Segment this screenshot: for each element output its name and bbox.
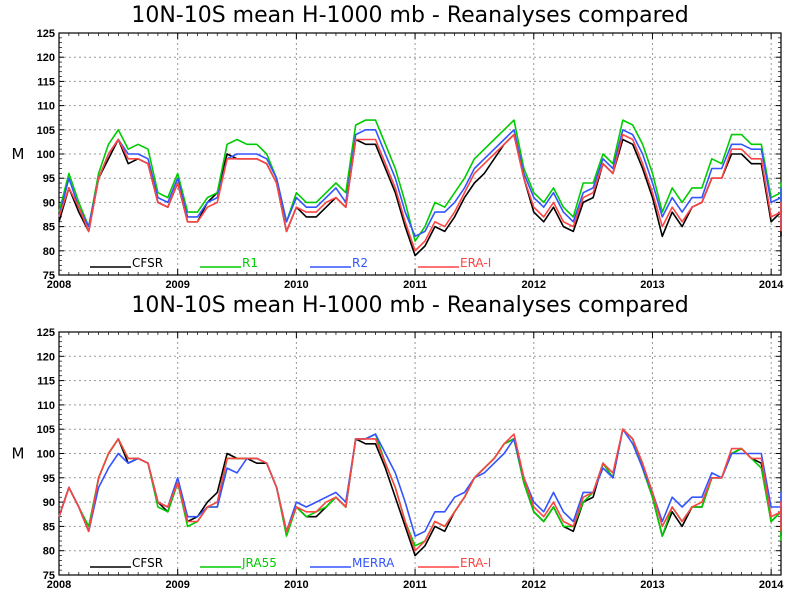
x-tick-label: 2010 — [284, 279, 308, 291]
y-tick-label: 120 — [37, 52, 55, 64]
chart-title: 10N-10S mean H-1000 mb - Reanalyses comp… — [131, 3, 688, 28]
series-line-merra — [58, 428, 782, 537]
legend-label: ERA-I — [460, 556, 491, 570]
y-tick-label: 125 — [37, 327, 55, 339]
y-tick-label: 90 — [43, 197, 55, 209]
legend-item: ERA-I — [418, 256, 491, 270]
grid — [59, 332, 781, 575]
legend-item: ERA-I — [418, 556, 491, 570]
legend-item: R2 — [310, 256, 368, 270]
y-tick-label: 95 — [43, 173, 55, 185]
x-tick-label: 2013 — [640, 579, 664, 591]
series-line-era-i — [58, 428, 782, 552]
x-tick-label: 2008 — [47, 579, 71, 591]
x-tick-label: 2009 — [165, 279, 189, 291]
x-tick-label: 2012 — [522, 279, 546, 291]
chart-panel-1: 10N-10S mean H-1000 mb - Reanalyses comp… — [12, 3, 785, 291]
y-tick-label: 75 — [43, 570, 55, 582]
y-tick-label: 105 — [37, 424, 55, 436]
y-tick-label: 110 — [37, 101, 55, 113]
y-tick-label: 90 — [43, 497, 55, 509]
y-axis-label: M — [12, 145, 25, 163]
legend-label: CFSR — [132, 556, 163, 570]
legend-item: MERRA — [310, 556, 395, 570]
chart-title: 10N-10S mean H-1000 mb - Reanalyses comp… — [131, 293, 688, 318]
legend-label: MERRA — [352, 556, 395, 570]
legend-label: R2 — [352, 256, 368, 270]
x-tick-label: 2008 — [47, 279, 71, 291]
x-tick-label: 2011 — [403, 579, 427, 591]
y-tick-label: 80 — [43, 246, 55, 258]
legend-item: JRA55 — [200, 556, 277, 570]
legend-label: JRA55 — [241, 556, 277, 570]
y-tick-label: 75 — [43, 270, 55, 282]
series-line-cfsr — [58, 428, 782, 557]
legend-label: ERA-I — [460, 256, 491, 270]
series-line-era-i — [58, 133, 782, 252]
series-line-r1 — [58, 119, 782, 242]
series-line-cfsr — [58, 133, 782, 257]
y-tick-label: 80 — [43, 546, 55, 558]
x-tick-label: 2011 — [403, 279, 427, 291]
grid — [59, 33, 781, 275]
x-tick-label: 2009 — [165, 579, 189, 591]
y-tick-label: 120 — [37, 351, 55, 363]
series-line-r2 — [58, 129, 782, 238]
x-tick-label: 2012 — [522, 579, 546, 591]
y-tick-label: 85 — [43, 521, 55, 533]
legend-item: R1 — [200, 256, 258, 270]
y-tick-label: 125 — [37, 28, 55, 40]
y-tick-label: 100 — [37, 149, 55, 161]
y-tick-label: 110 — [37, 400, 55, 412]
series-line-jra55 — [58, 428, 782, 547]
x-tick-label: 2014 — [759, 579, 784, 591]
y-tick-label: 105 — [37, 125, 55, 137]
legend-label: CFSR — [132, 256, 163, 270]
y-tick-label: 115 — [37, 76, 55, 88]
legend-label: R1 — [242, 256, 258, 270]
legend-item: CFSR — [90, 556, 163, 570]
y-tick-label: 100 — [37, 449, 55, 461]
y-axis-label: M — [12, 445, 25, 463]
y-tick-label: 115 — [37, 376, 55, 388]
x-tick-label: 2014 — [759, 279, 784, 291]
y-tick-label: 85 — [43, 222, 55, 234]
chart-panel-2: 10N-10S mean H-1000 mb - Reanalyses comp… — [12, 293, 785, 591]
x-tick-label: 2010 — [284, 579, 308, 591]
x-tick-label: 2013 — [640, 279, 664, 291]
legend-item: CFSR — [90, 256, 163, 270]
y-tick-label: 95 — [43, 473, 55, 485]
